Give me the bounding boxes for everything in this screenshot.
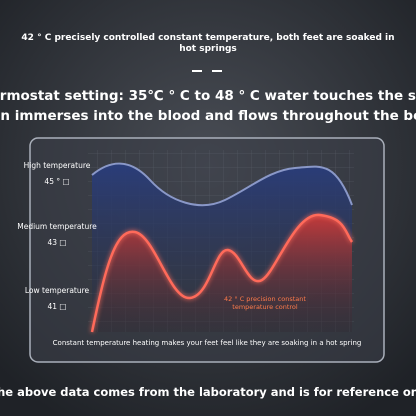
label-value: 41 □ <box>47 302 66 311</box>
annotation-line: temperature control <box>232 303 298 311</box>
headline: Thermostat setting: 35℃ ° C to 48 ° C wa… <box>0 88 416 104</box>
label-value: 43 □ <box>47 238 66 247</box>
top-title: 42 ° C precisely controlled constant tem… <box>21 33 394 54</box>
top-title-line: hot springs <box>179 44 237 54</box>
headline: then immerses into the blood and flows t… <box>0 108 416 124</box>
dash <box>212 70 222 72</box>
footer: *the above data comes from the laborator… <box>0 385 416 399</box>
dash <box>192 70 202 72</box>
label-name: Medium temperature <box>17 222 97 231</box>
annotation-line: 42 ° C precision constant <box>224 295 306 303</box>
labels: High temperature 45 ° □ Medium temperatu… <box>17 161 97 311</box>
annotation: 42 ° C precision constant temperature con… <box>224 295 306 311</box>
blue-curve <box>91 162 353 207</box>
label-value: 45 ° □ <box>44 177 69 186</box>
caption: Constant temperature heating makes your … <box>53 339 362 347</box>
top-title-text: 42 ° C precisely controlled constant tem… <box>21 33 394 43</box>
label-name: Low temperature <box>25 286 90 295</box>
red-curve <box>90 213 354 333</box>
label-name: High temperature <box>24 161 91 170</box>
